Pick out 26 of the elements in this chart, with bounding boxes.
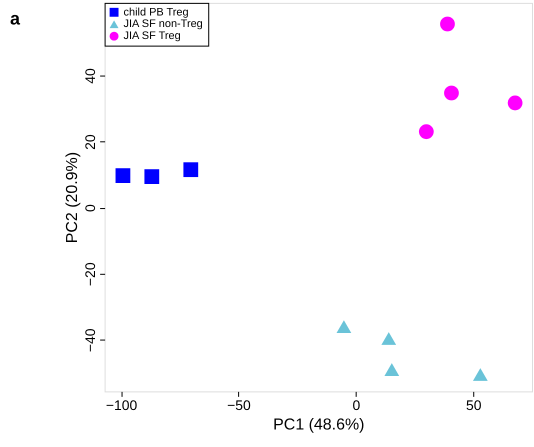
y-tick-label: 20 [82, 134, 98, 150]
y-tick-label: 0 [82, 204, 98, 212]
y-tick-label: −20 [82, 262, 98, 286]
point [444, 86, 459, 100]
point [116, 168, 130, 184]
legend-label: child PB Treg [124, 6, 189, 18]
legend-label: JIA SF non-Treg [124, 18, 203, 30]
text: a [10, 8, 21, 29]
y-axis-title: PC2 (20.9%) [64, 152, 82, 244]
point [336, 320, 352, 334]
point [384, 363, 400, 376]
legend-label: JIA SF Treg [124, 30, 181, 42]
y-tick-label: −40 [82, 328, 98, 352]
y-tick-label: 40 [82, 68, 98, 84]
point [183, 162, 198, 178]
x-axis-title: PC1 (48.6%) [273, 416, 364, 434]
point [381, 332, 396, 345]
point [440, 16, 455, 32]
point [508, 96, 522, 110]
x-tick-label: −50 [227, 396, 252, 413]
x-tick-label: 0 [352, 396, 360, 413]
point [144, 169, 160, 184]
x-tick-label: 50 [466, 396, 482, 413]
point [418, 124, 434, 140]
x-tick-label: −100 [106, 396, 138, 413]
point [472, 368, 488, 381]
